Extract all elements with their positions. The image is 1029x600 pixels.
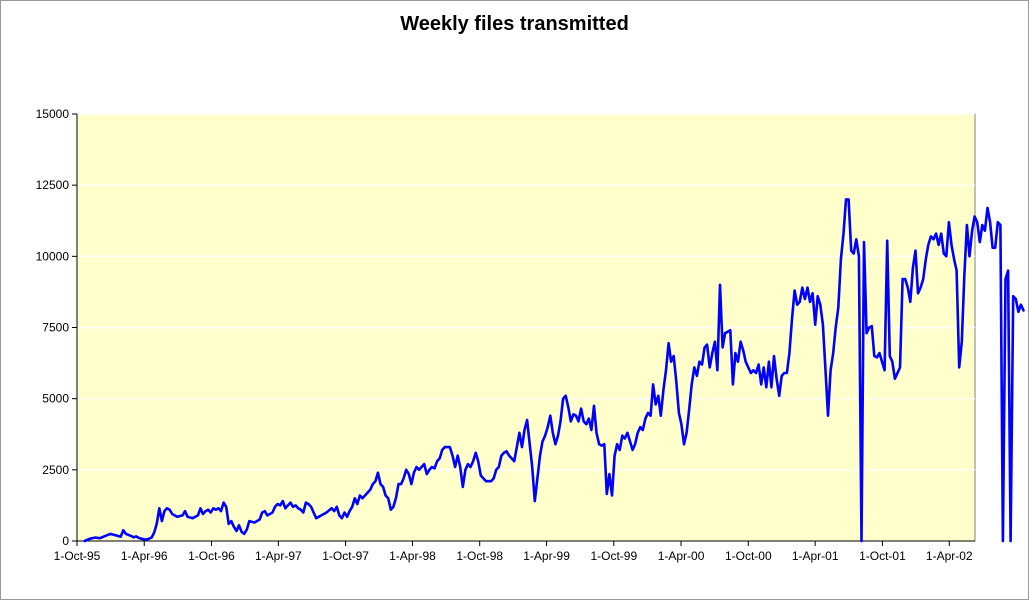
x-tick-label: 1-Apr-00 bbox=[658, 549, 705, 563]
x-tick-labels: 1-Oct-95 1-Apr-96 1-Oct-96 1-Apr-97 1-Oct-97… bbox=[54, 541, 973, 563]
x-tick-label: 1-Apr-01 bbox=[792, 549, 839, 563]
y-tick-label: 12500 bbox=[36, 178, 70, 192]
x-tick-label: 1-Oct-96 bbox=[188, 549, 235, 563]
x-tick-label: 1-Oct-00 bbox=[725, 549, 772, 563]
x-tick-label: 1-Oct-95 bbox=[54, 549, 101, 563]
x-tick-label: 1-Oct-97 bbox=[322, 549, 369, 563]
y-tick-label: 2500 bbox=[42, 463, 69, 477]
x-tick-label: 1-Apr-02 bbox=[926, 549, 973, 563]
chart-title: Weekly files transmitted bbox=[400, 13, 629, 35]
y-tick-label: 10000 bbox=[36, 249, 70, 263]
y-tick-label: 15000 bbox=[36, 107, 70, 121]
y-tick-label: 0 bbox=[62, 534, 69, 548]
x-tick-label: 1-Oct-99 bbox=[590, 549, 637, 563]
x-tick-label: 1-Apr-97 bbox=[255, 549, 302, 563]
x-tick-label: 1-Oct-01 bbox=[859, 549, 906, 563]
y-tick-label: 5000 bbox=[42, 392, 69, 406]
x-tick-label: 1-Apr-98 bbox=[389, 549, 436, 563]
gridlines bbox=[77, 113, 975, 471]
x-tick-label: 1-Apr-99 bbox=[523, 549, 570, 563]
series-line bbox=[83, 198, 1025, 543]
x-tick-label: 1-Oct-98 bbox=[456, 549, 503, 563]
y-tick-labels: 0 2500 5000 7500 10000 12500 15000 bbox=[36, 107, 77, 548]
x-tick-label: 1-Apr-96 bbox=[121, 549, 168, 563]
series-layer bbox=[83, 198, 1025, 543]
y-tick-label: 7500 bbox=[42, 321, 69, 335]
